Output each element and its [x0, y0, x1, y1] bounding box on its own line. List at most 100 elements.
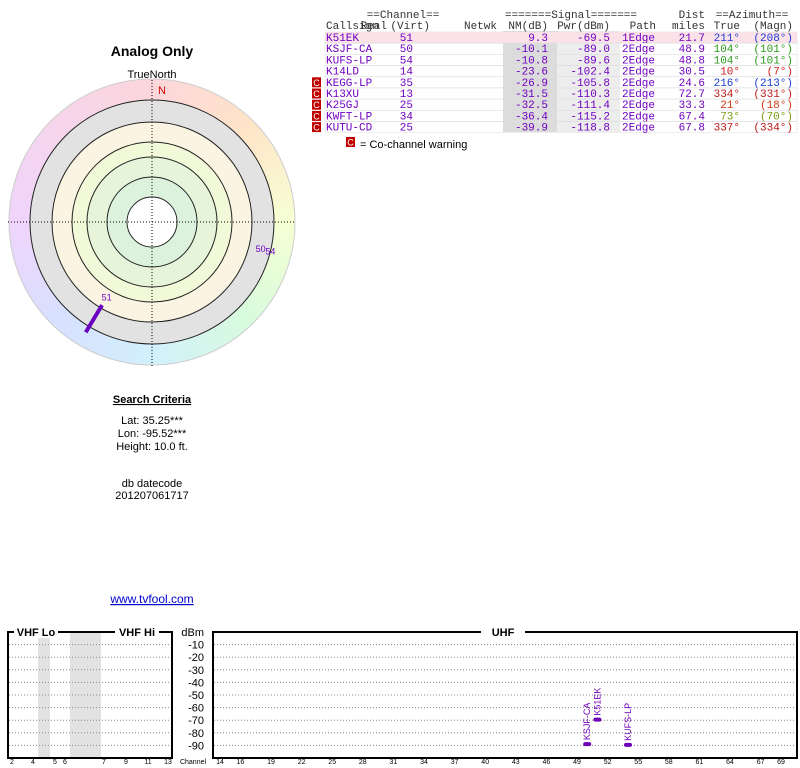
- column-header: Real: [361, 21, 387, 33]
- cell-true: 104°: [714, 44, 740, 56]
- cell-true: 216°: [714, 78, 740, 90]
- cell-real: 25: [400, 100, 413, 112]
- signal-mark: [624, 742, 632, 747]
- cell-dist: 48.9: [679, 44, 705, 56]
- y-tick-label: -10: [188, 640, 204, 652]
- vhf-tick-label: 9: [124, 759, 128, 766]
- vhf-tick-label: 7: [102, 759, 106, 766]
- cell-path: 1Edge: [622, 33, 655, 45]
- cochannel-letter: C: [313, 78, 320, 88]
- y-tick-label: -40: [188, 677, 204, 689]
- uhf-tick-label: 19: [267, 759, 275, 766]
- cochannel-icon: [312, 88, 321, 99]
- cell-callsign: K13XU: [326, 89, 359, 101]
- cell-dist: 72.7: [679, 89, 705, 101]
- cell-pwr: -118.8: [570, 123, 610, 135]
- vhf-gap: [38, 633, 50, 757]
- cell-magn: (334°): [753, 123, 793, 135]
- cell-real: 54: [400, 55, 414, 67]
- cell-nm: -36.4: [515, 111, 548, 123]
- tvfool-link[interactable]: www.tvfool.com: [109, 592, 193, 606]
- cell-magn: (331°): [753, 89, 793, 101]
- group-header: ==Channel==: [367, 10, 440, 22]
- cochannel-icon: [312, 122, 321, 133]
- section-label: VHF Hi: [119, 627, 155, 639]
- cochannel-icon: [312, 110, 321, 121]
- station-label: 50: [256, 244, 266, 254]
- station-bar: [84, 304, 104, 334]
- cell-callsign: K51EK: [326, 33, 359, 45]
- cell-dist: 33.3: [679, 100, 705, 112]
- uhf-tick-label: 64: [726, 759, 734, 766]
- y-tick-label: -70: [188, 715, 204, 727]
- cell-dist: 21.7: [679, 33, 705, 45]
- search-lat: Lat: 35.25***: [121, 415, 183, 427]
- cochannel-icon: [312, 99, 321, 110]
- cochannel-letter: C: [313, 100, 320, 110]
- cell-magn: (70°): [760, 111, 793, 123]
- cell-path: 2Edge: [622, 111, 655, 123]
- cell-path: 2Edge: [622, 67, 655, 79]
- search-heading: Search Criteria: [113, 394, 192, 406]
- cell-path: 2Edge: [622, 100, 655, 112]
- cell-nm: -26.9: [515, 78, 548, 90]
- section-label: UHF: [492, 627, 515, 639]
- uhf-tick-label: 14: [216, 759, 224, 766]
- search-height: Height: 10.0 ft.: [116, 441, 188, 453]
- group-header: ==Azimuth==: [716, 10, 789, 22]
- cell-pwr: -89.0: [577, 44, 610, 56]
- cell-true: 73°: [720, 111, 740, 123]
- cell-true: 337°: [714, 123, 740, 135]
- uhf-tick-label: 67: [757, 759, 765, 766]
- signal-mark: [583, 742, 592, 747]
- vhf-tick-label: 11: [144, 759, 151, 766]
- section-label-bg: [481, 626, 525, 638]
- search-lon: Lon: -95.52***: [118, 428, 187, 440]
- cell-pwr: -115.2: [570, 111, 610, 123]
- vhf-tick-label: 5: [53, 759, 57, 766]
- cell-real: 25: [400, 123, 413, 135]
- cell-dist: 67.8: [679, 123, 705, 135]
- cell-pwr: -110.3: [570, 89, 610, 101]
- cell-pwr: -105.8: [570, 78, 610, 90]
- uhf-tick-label: 16: [237, 759, 245, 766]
- row-bg: [324, 121, 798, 133]
- cochannel-icon: [312, 77, 321, 88]
- title: Analog Only: [111, 43, 194, 59]
- cell-true: 211°: [714, 33, 740, 45]
- cochannel-letter: C: [313, 89, 320, 99]
- cell-nm: -23.6: [515, 67, 548, 79]
- legend-letter: C: [347, 138, 354, 148]
- column-header: NM(dB): [508, 21, 548, 33]
- cell-callsign: KUTU-CD: [326, 123, 373, 135]
- uhf-tick-label: 37: [451, 759, 459, 766]
- signal-label: KSJF-CA: [582, 703, 592, 741]
- nm-column-bg: [503, 31, 557, 132]
- column-header: (Virt): [390, 21, 430, 33]
- cell-pwr: -89.6: [577, 55, 610, 67]
- cell-real: 35: [400, 78, 413, 90]
- uhf-tick-label: 28: [359, 759, 367, 766]
- vhf-tick-label: 2: [10, 759, 14, 766]
- cell-magn: (101°): [753, 55, 793, 67]
- cell-callsign: KSJF-CA: [326, 44, 373, 56]
- uhf-tick-label: 40: [481, 759, 489, 766]
- cell-real: 14: [400, 67, 414, 79]
- column-header: True: [714, 21, 740, 33]
- cell-true: 334°: [714, 89, 740, 101]
- y-tick-label: -80: [188, 728, 204, 740]
- column-header: Netwk: [464, 21, 497, 33]
- cell-true: 10°: [720, 67, 740, 79]
- north-marker: N: [158, 85, 166, 97]
- group-header: =======Signal=======: [505, 10, 637, 22]
- cell-pwr: -102.4: [570, 67, 610, 79]
- group-header: Dist: [679, 10, 705, 22]
- cell-dist: 67.4: [679, 111, 706, 123]
- cell-path: 2Edge: [622, 123, 655, 135]
- cell-real: 13: [400, 89, 413, 101]
- y-tick-label: -90: [188, 740, 204, 752]
- cell-magn: (7°): [767, 67, 793, 79]
- cell-nm: -39.9: [515, 123, 548, 135]
- cell-nm: -10.8: [515, 55, 548, 67]
